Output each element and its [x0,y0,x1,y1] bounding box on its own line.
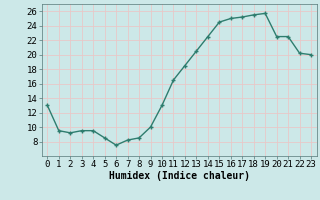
X-axis label: Humidex (Indice chaleur): Humidex (Indice chaleur) [109,171,250,181]
